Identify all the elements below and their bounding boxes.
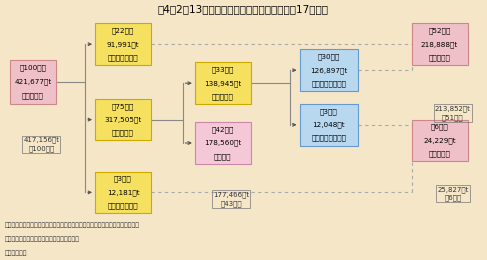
Text: （75％）: （75％） xyxy=(112,103,134,110)
Text: 421,677千t: 421,677千t xyxy=(14,79,52,85)
Text: 213,852千t
（51％）: 213,852千t （51％） xyxy=(435,106,471,121)
Text: （100％）: （100％） xyxy=(19,64,46,71)
Text: 177,466千t
（43％）: 177,466千t （43％） xyxy=(213,191,249,206)
Text: 围4－2－13　産業廃棄物の処理の流れ（平成17年度）: 围4－2－13 産業廃棄物の処理の流れ（平成17年度） xyxy=(158,4,329,14)
Bar xyxy=(300,104,358,146)
Text: 417,156千t
（100％）: 417,156千t （100％） xyxy=(23,137,59,152)
Text: 直接再生利用量: 直接再生利用量 xyxy=(108,54,138,61)
Text: 91,991千t: 91,991千t xyxy=(107,41,139,48)
Text: 138,945千t: 138,945千t xyxy=(204,80,242,87)
Bar xyxy=(300,49,358,91)
Text: 処理残渣量: 処理残渣量 xyxy=(212,93,234,100)
Text: （33％）: （33％） xyxy=(212,67,234,73)
Text: 減量化量: 減量化量 xyxy=(214,153,231,160)
Text: 直接最終処分量: 直接最終処分量 xyxy=(108,202,138,209)
Text: （6％）: （6％） xyxy=(431,124,449,131)
Text: （30％）: （30％） xyxy=(318,54,340,60)
Text: ２：［　］内は、平成６年度の数値を示す: ２：［ ］内は、平成６年度の数値を示す xyxy=(5,237,80,242)
Text: （3％）: （3％） xyxy=(320,108,337,115)
Text: 処理後最終処分量: 処理後最終処分量 xyxy=(311,135,346,141)
Bar xyxy=(412,120,468,161)
Bar xyxy=(95,23,151,65)
Text: 12,181千t: 12,181千t xyxy=(107,189,139,196)
Text: （22％）: （22％） xyxy=(112,28,134,34)
Text: 24,229千t: 24,229千t xyxy=(423,137,456,144)
Text: 126,897千t: 126,897千t xyxy=(310,67,347,74)
Text: 12,048千t: 12,048千t xyxy=(313,121,345,128)
Bar xyxy=(95,99,151,140)
Text: 中間処理量: 中間処理量 xyxy=(112,129,134,136)
Text: （52％）: （52％） xyxy=(429,28,450,34)
Bar xyxy=(412,23,468,65)
Bar xyxy=(195,62,251,104)
Text: 317,505千t: 317,505千t xyxy=(104,116,142,123)
Text: 資料：環境省: 資料：環境省 xyxy=(5,251,27,257)
Text: 排　出　量: 排 出 量 xyxy=(22,93,44,99)
Text: 注１：各項目の数値は、四捨五入してあるため合計値が一致しない場合がある。: 注１：各項目の数値は、四捨五入してあるため合計値が一致しない場合がある。 xyxy=(5,222,140,228)
Bar xyxy=(95,172,151,213)
Text: （3％）: （3％） xyxy=(114,176,132,183)
Text: 178,560千t: 178,560千t xyxy=(204,140,242,146)
Bar xyxy=(195,122,251,164)
Text: 処理後再生利用量: 処理後再生利用量 xyxy=(311,80,346,87)
Text: 25,827千t
（6％）: 25,827千t （6％） xyxy=(437,186,468,201)
Bar xyxy=(10,60,56,104)
Text: （42％）: （42％） xyxy=(212,126,234,133)
Text: 再生利用量: 再生利用量 xyxy=(429,54,450,61)
Text: 最終処分量: 最終処分量 xyxy=(429,150,450,157)
Text: 218,888千t: 218,888千t xyxy=(421,41,458,48)
